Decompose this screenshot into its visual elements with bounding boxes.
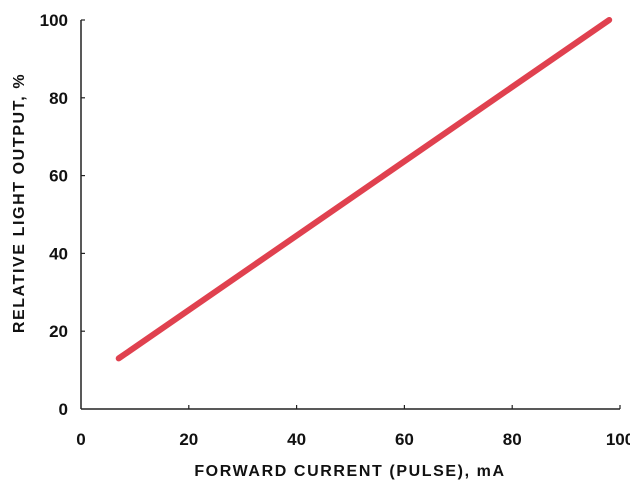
x-tick-label: 40: [287, 430, 306, 449]
x-tick-label: 20: [179, 430, 198, 449]
y-axis-title: RELATIVE LIGHT OUTPUT, %: [11, 73, 28, 333]
y-tick-label: 20: [49, 322, 68, 341]
series: [115, 17, 613, 362]
series-line: [115, 17, 613, 362]
x-tick-label: 60: [395, 430, 414, 449]
y-tick-label: 40: [49, 244, 68, 263]
x-tick-label: 0: [76, 430, 85, 449]
x-tick-label: 80: [503, 430, 522, 449]
axes: [80, 20, 620, 410]
ticks: [81, 19, 621, 409]
y-tick-label: 100: [40, 11, 68, 30]
y-tick-label: 80: [49, 89, 68, 108]
y-tick-label: 0: [59, 400, 68, 419]
x-axis-title: FORWARD CURRENT (PULSE), mA: [194, 463, 505, 480]
y-tick-label: 60: [49, 167, 68, 186]
x-tick-label: 100: [606, 430, 630, 449]
tick-labels: 0 20 40 60 80 100 0 20 40 60 80 100: [40, 11, 630, 449]
